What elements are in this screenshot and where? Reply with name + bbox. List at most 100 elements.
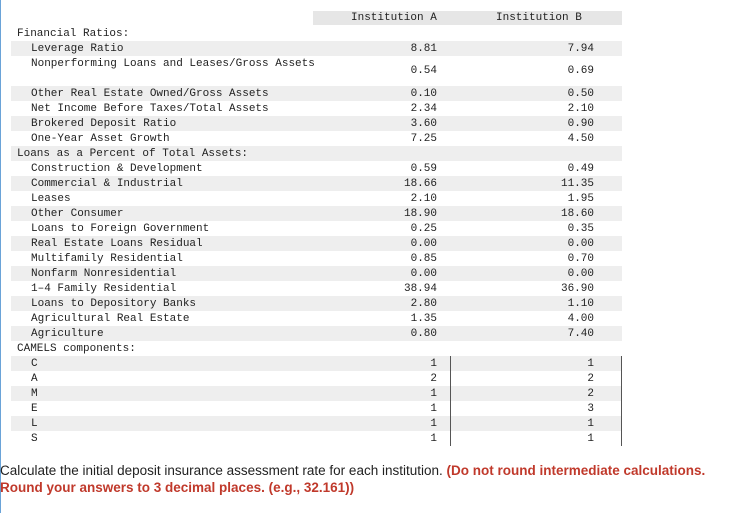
value-institution-a: 2.34 — [410, 103, 437, 115]
value-institution-a: 3.60 — [410, 118, 437, 130]
cell-institution-b: 36.90 — [483, 281, 622, 296]
row-label: 1–4 Family Residential — [31, 283, 177, 295]
row-label: Leases — [31, 193, 71, 205]
cell-institution-a: 0.85 — [313, 251, 451, 266]
cell-institution-b: 1.10 — [483, 296, 622, 311]
value-institution-a: 1 — [430, 358, 437, 370]
value-institution-a: 0.80 — [410, 328, 437, 340]
cell-institution-b: 0.00 — [483, 266, 622, 281]
table-row: One-Year Asset Growth 7.25 4.50 — [11, 131, 622, 146]
question-text: Calculate the initial deposit insurance … — [0, 462, 730, 496]
cell-institution-a: 2.10 — [313, 191, 451, 206]
table-row: Commercial & Industrial 18.66 11.35 — [11, 176, 622, 191]
cell-institution-a: 2.34 — [313, 101, 451, 116]
table-row: Other Consumer 18.90 18.60 — [11, 206, 622, 221]
row-label: Agriculture — [31, 328, 104, 340]
row-label: Net Income Before Taxes/Total Assets — [31, 103, 269, 115]
cell-institution-b: 0.49 — [483, 161, 622, 176]
cell-institution-b — [483, 341, 622, 356]
value-institution-b: 0.69 — [567, 65, 594, 77]
cell-institution-a: 1 — [313, 431, 451, 446]
header-institution-b: Institution B — [496, 12, 582, 24]
table-row: Leverage Ratio 8.81 7.94 — [11, 41, 622, 56]
cell-institution-a: 2 — [313, 371, 451, 386]
cell-institution-b: 0.00 — [483, 236, 622, 251]
cell-institution-b — [483, 146, 622, 161]
table-row: Multifamily Residential 0.85 0.70 — [11, 251, 622, 266]
value-institution-a: 2 — [430, 373, 437, 385]
question-prompt: Calculate the initial deposit insurance … — [0, 463, 447, 478]
row-label: C — [31, 358, 38, 370]
value-institution-a: 18.66 — [403, 178, 437, 190]
value-institution-a: 2.10 — [410, 193, 437, 205]
cell-institution-b: 11.35 — [483, 176, 622, 191]
row-label: Construction & Development — [31, 163, 203, 175]
value-institution-b: 2 — [587, 388, 594, 400]
value-institution-b: 0.90 — [567, 118, 594, 130]
cell-institution-b: 2 — [483, 386, 622, 401]
section-label: Financial Ratios: — [17, 28, 130, 40]
row-label: Loans to Depository Banks — [31, 298, 197, 310]
table-row: Other Real Estate Owned/Gross Assets 0.10… — [11, 86, 622, 101]
table-row: Loans to Foreign Government 0.25 0.35 — [11, 221, 622, 236]
value-institution-a: 0.59 — [410, 163, 437, 175]
cell-institution-a: 8.81 — [313, 41, 451, 56]
table-row: C 1 1 — [11, 356, 622, 371]
row-label: One-Year Asset Growth — [31, 133, 170, 145]
cell-institution-b: 4.50 — [483, 131, 622, 146]
table-row: Real Estate Loans Residual 0.00 0.00 — [11, 236, 622, 251]
section-header-row: Loans as a Percent of Total Assets: — [11, 146, 622, 161]
left-border — [0, 0, 1, 513]
cell-institution-a: 0.10 — [313, 86, 451, 101]
table-row: Net Income Before Taxes/Total Assets 2.34… — [11, 101, 622, 116]
table-row: E 1 3 — [11, 401, 622, 416]
row-label: Real Estate Loans Residual — [31, 238, 203, 250]
cell-institution-b: 0.35 — [483, 221, 622, 236]
row-label: Other Consumer — [31, 208, 124, 220]
cell-institution-a: 2.80 — [313, 296, 451, 311]
value-institution-b: 4.00 — [567, 313, 594, 325]
value-institution-a: 0.25 — [410, 223, 437, 235]
table-row: L 1 1 — [11, 416, 622, 431]
table-row: S 1 1 — [11, 431, 622, 446]
cell-institution-a — [313, 341, 451, 356]
value-institution-b: 2.10 — [567, 103, 594, 115]
table-row: 1–4 Family Residential 38.94 36.90 — [11, 281, 622, 296]
row-label: Multifamily Residential — [31, 253, 183, 265]
value-institution-b: 0.50 — [567, 88, 594, 100]
cell-institution-a: 1 — [313, 386, 451, 401]
value-institution-b: 1.10 — [567, 298, 594, 310]
cell-institution-a: 1 — [313, 356, 451, 371]
section-header-row: CAMELS components: — [11, 341, 622, 356]
row-label: S — [31, 433, 38, 445]
cell-institution-a: 0.54 — [313, 56, 451, 86]
cell-institution-a: 1 — [313, 401, 451, 416]
cell-institution-b — [483, 26, 622, 41]
value-institution-a: 8.81 — [410, 43, 437, 55]
cell-institution-b: 1 — [483, 356, 622, 371]
header-institution-a: Institution A — [351, 12, 437, 24]
value-institution-a: 1.35 — [410, 313, 437, 325]
cell-institution-a: 0.00 — [313, 236, 451, 251]
table-row: M 1 2 — [11, 386, 622, 401]
row-label: Nonfarm Nonresidential — [31, 268, 177, 280]
cell-institution-b: 2 — [483, 371, 622, 386]
cell-institution-b: 0.70 — [483, 251, 622, 266]
section-label: Loans as a Percent of Total Assets: — [17, 148, 249, 160]
table-row: Construction & Development 0.59 0.49 — [11, 161, 622, 176]
cell-institution-a: 0.59 — [313, 161, 451, 176]
table-row: Loans to Depository Banks 2.80 1.10 — [11, 296, 622, 311]
table-row: Agricultural Real Estate 1.35 4.00 — [11, 311, 622, 326]
value-institution-b: 18.60 — [560, 208, 594, 220]
data-table: Financial Ratios: Leverage Ratio 8.81 7.94 N… — [11, 26, 622, 446]
value-institution-a: 1 — [430, 388, 437, 400]
value-institution-b: 7.94 — [567, 43, 594, 55]
cell-institution-a: 0.25 — [313, 221, 451, 236]
value-institution-a: 1 — [430, 418, 437, 430]
cell-institution-a: 18.66 — [313, 176, 451, 191]
value-institution-a: 7.25 — [410, 133, 437, 145]
value-institution-b: 1.95 — [567, 193, 594, 205]
row-label: Loans to Foreign Government — [31, 223, 210, 235]
table-row: Nonfarm Nonresidential 0.00 0.00 — [11, 266, 622, 281]
table-row: Leases 2.10 1.95 — [11, 191, 622, 206]
